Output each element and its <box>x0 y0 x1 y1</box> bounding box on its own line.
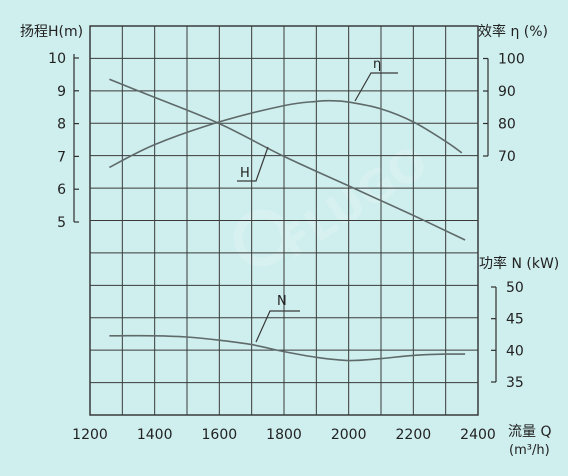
head-curve <box>109 78 466 241</box>
x-tick-label: 1800 <box>266 427 302 443</box>
power-axis-label: 功率 N (kW) <box>479 255 559 272</box>
head-tick-label: 7 <box>57 149 66 165</box>
curve-label-h: H <box>240 166 250 181</box>
efficiency-axis-label: 效率 η (%) <box>478 23 548 40</box>
curves <box>109 78 466 362</box>
curve-label-n: N <box>277 294 287 309</box>
power-tick-label: 45 <box>506 312 524 328</box>
efficiency-tick-label: 100 <box>498 52 525 68</box>
power-tick-label: 35 <box>506 375 524 391</box>
curve-label-eta: η <box>373 57 381 72</box>
power-tick-label: 40 <box>506 343 524 359</box>
x-tick-label: 2400 <box>460 427 496 443</box>
curve-label-eta-group: η <box>354 57 398 102</box>
x-axis: 1200 1400 1600 1800 2000 2200 2400 <box>72 427 496 443</box>
head-axis: 5 6 7 8 9 10 <box>48 51 79 231</box>
curve-label-h-group: H <box>237 146 269 182</box>
head-axis-label: 扬程H(m) <box>20 24 83 40</box>
h-leader-line <box>237 146 269 182</box>
efficiency-tick-label: 70 <box>498 149 516 165</box>
curve-label-n-group: N <box>255 294 300 343</box>
efficiency-curve <box>109 99 463 169</box>
x-tick-label: 1400 <box>137 427 173 443</box>
x-tick-label: 2000 <box>331 427 367 443</box>
n-leader-line <box>255 310 300 343</box>
power-axis: 35 40 45 50 <box>491 280 524 391</box>
power-tick-label: 50 <box>506 280 524 296</box>
x-tick-label: 2200 <box>396 427 432 443</box>
x-tick-label: 1600 <box>202 427 238 443</box>
x-axis-label: 流量 Q <box>508 424 551 440</box>
head-tick-label: 8 <box>57 117 66 133</box>
efficiency-tick-label: 90 <box>498 84 516 100</box>
head-tick-label: 9 <box>57 84 66 100</box>
head-tick-label: 6 <box>57 182 66 198</box>
efficiency-tick-label: 80 <box>498 117 516 133</box>
x-tick-label: 1200 <box>72 427 108 443</box>
head-tick-label: 5 <box>57 215 66 231</box>
head-tick-label: 10 <box>48 51 66 67</box>
grid <box>89 25 479 416</box>
efficiency-axis: 70 80 90 100 <box>483 52 525 165</box>
x-axis-unit: (m³/h) <box>509 443 550 458</box>
watermark-circle <box>233 209 291 267</box>
power-curve <box>109 334 466 362</box>
eta-leader-line <box>354 72 398 102</box>
